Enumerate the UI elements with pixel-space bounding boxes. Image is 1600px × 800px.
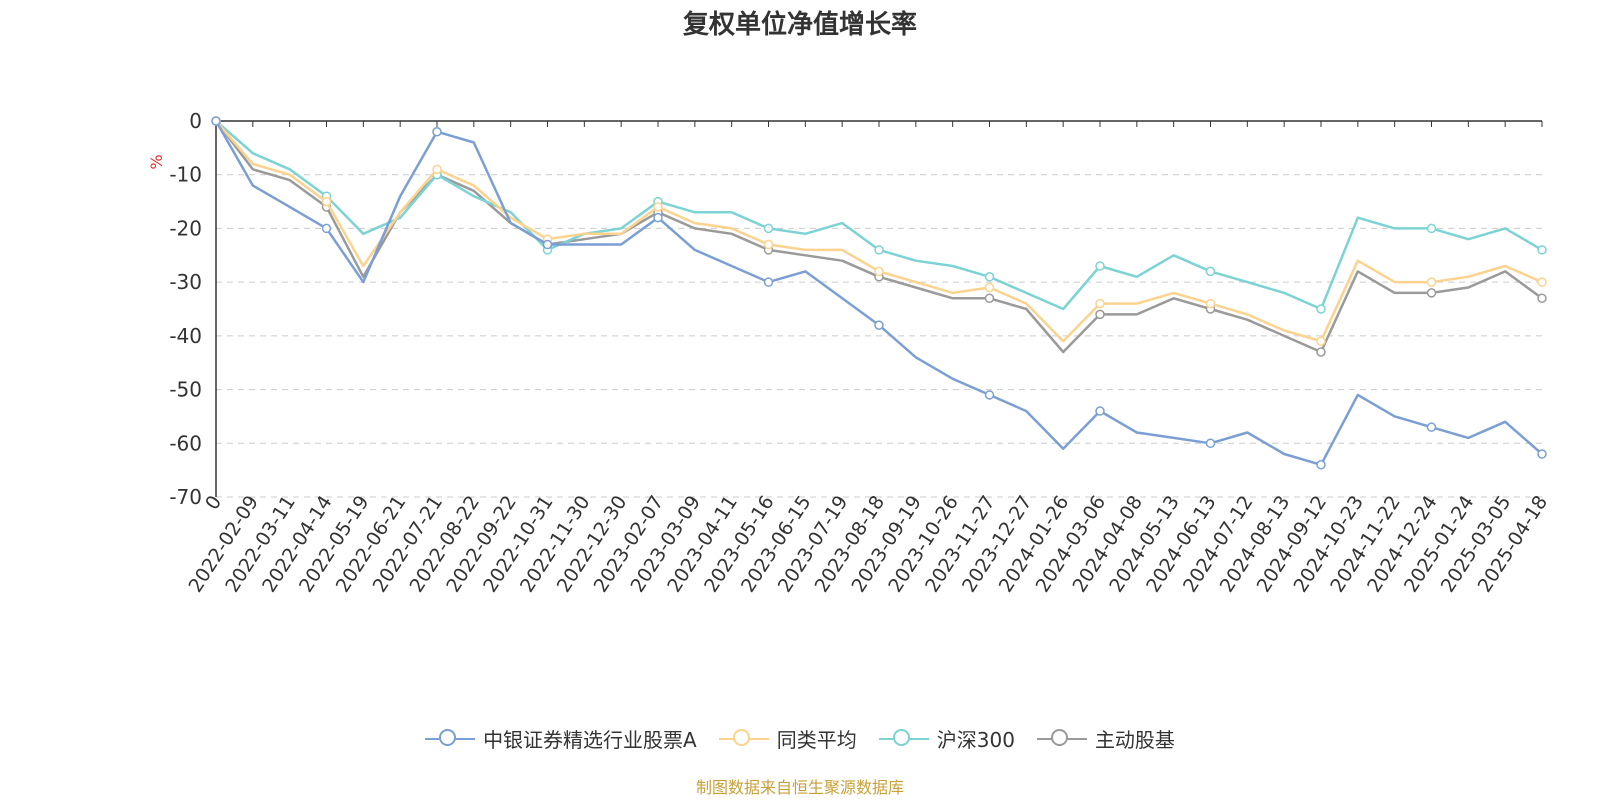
- legend-label: 沪深300: [936, 728, 1015, 752]
- data-point: [1537, 277, 1547, 287]
- data-point: [1537, 293, 1547, 304]
- data-point: [321, 196, 332, 207]
- y-tick-label: -10: [169, 163, 202, 187]
- legend-label: 中银证券精选行业股票A: [483, 728, 697, 752]
- data-point: [874, 266, 884, 277]
- data-point: [874, 245, 884, 255]
- data-point: [984, 272, 995, 282]
- data-point: [1095, 406, 1105, 416]
- y-tick-label: -70: [169, 485, 202, 509]
- data-point: [1316, 347, 1326, 357]
- legend-circle-icon: [718, 728, 769, 750]
- legend-label: 同类平均: [776, 728, 857, 752]
- y-tick-label: -50: [169, 378, 202, 402]
- chart-title: 复权单位净值增长率: [682, 10, 917, 40]
- y-tick-label: -30: [169, 270, 202, 294]
- data-point: [1426, 422, 1437, 432]
- data-point: [1095, 309, 1105, 320]
- data-point: [542, 239, 553, 250]
- data-point: [211, 116, 221, 126]
- y-tick-label: -20: [169, 216, 202, 240]
- data-point: [763, 277, 774, 287]
- data-point: [653, 202, 663, 212]
- data-point: [984, 293, 995, 304]
- legend-item-fund[interactable]: 中银证券精选行业股票A: [425, 724, 697, 753]
- x-tick-label: 0: [201, 492, 226, 514]
- data-point: [432, 164, 442, 175]
- data-point: [984, 282, 995, 293]
- y-tick-label: -40: [169, 324, 202, 348]
- data-point: [1205, 298, 1216, 309]
- line-chart: 0-10-20-30-40-50-60-70%02022-02-092022-0…: [147, 109, 1552, 596]
- legend-circle-icon: [425, 728, 476, 750]
- data-point: [1537, 245, 1547, 255]
- data-point: [1316, 304, 1326, 314]
- series-line: [215, 120, 1543, 354]
- series-line: [215, 120, 1543, 343]
- legend-label: 主动股基: [1094, 728, 1175, 752]
- legend-item-peer-average[interactable]: 同类平均: [718, 724, 857, 753]
- data-point: [1095, 298, 1105, 309]
- data-point: [1316, 336, 1326, 346]
- y-axis-unit-label: %: [147, 154, 166, 169]
- data-point: [874, 320, 884, 330]
- data-point: [1316, 460, 1326, 470]
- chart-legend: 中银证券精选行业股票A 同类平均 沪深300 主动股基: [0, 724, 1600, 753]
- data-point: [763, 239, 774, 250]
- data-point: [321, 223, 332, 234]
- data-point: [653, 212, 663, 223]
- legend-item-csi300[interactable]: 沪深300: [878, 724, 1015, 753]
- data-point: [984, 390, 995, 400]
- legend-circle-icon: [878, 728, 929, 750]
- data-source-note: 制图数据来自恒生聚源数据库: [695, 778, 904, 797]
- data-point: [432, 126, 442, 137]
- data-point: [1426, 223, 1437, 234]
- data-point: [1537, 449, 1547, 459]
- y-tick-label: 0: [189, 109, 202, 133]
- data-point: [763, 223, 774, 234]
- data-point: [1205, 438, 1216, 449]
- data-point: [1426, 277, 1437, 287]
- data-point: [1426, 288, 1437, 298]
- data-point: [1205, 266, 1216, 277]
- y-tick-label: -60: [169, 431, 202, 455]
- legend-item-active-equity[interactable]: 主动股基: [1036, 724, 1175, 753]
- data-point: [1095, 261, 1105, 271]
- legend-circle-icon: [1036, 728, 1087, 750]
